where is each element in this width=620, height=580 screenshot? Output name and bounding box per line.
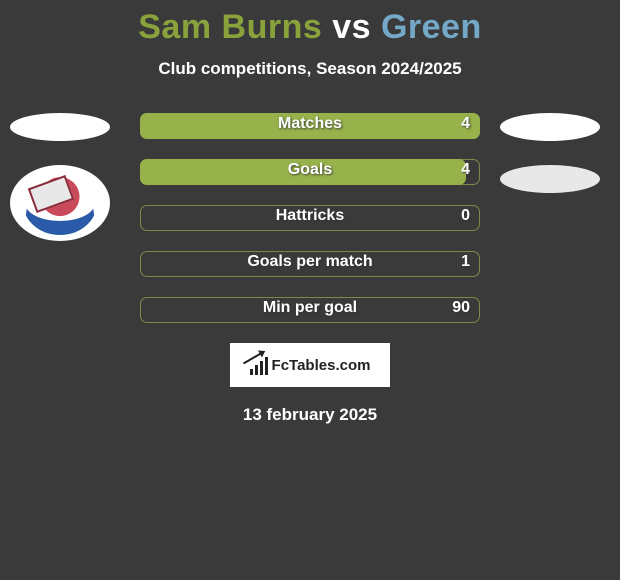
bar-value: 0 — [461, 207, 470, 225]
brand-box[interactable]: FcTables.com — [230, 343, 390, 387]
bar-value: 4 — [461, 161, 470, 179]
stat-row: Matches 4 — [140, 113, 480, 139]
player-right-placeholder-oval — [500, 113, 600, 141]
bar-chart-arrow-icon — [250, 355, 268, 375]
left-badge-column — [10, 113, 110, 241]
bar-value: 1 — [461, 253, 470, 271]
title-player-left: Sam Burns — [138, 8, 332, 46]
brand-text: FcTables.com — [272, 357, 371, 374]
stat-row: Min per goal 90 — [140, 297, 480, 323]
date-label: 13 february 2025 — [0, 405, 620, 425]
subtitle: Club competitions, Season 2024/2025 — [0, 59, 620, 79]
page-title: Sam Burns vs Green — [0, 0, 620, 47]
stat-row: Hattricks 0 — [140, 205, 480, 231]
bar-value: 4 — [461, 115, 470, 133]
stat-row: Goals 4 — [140, 159, 480, 185]
bar-value: 90 — [452, 299, 470, 317]
bar-label: Goals per match — [140, 253, 480, 271]
stat-row: Goals per match 1 — [140, 251, 480, 277]
bar-label: Goals — [140, 161, 480, 179]
player-left-placeholder-oval — [10, 113, 110, 141]
stat-bars: Matches 4 Goals 4 Hattricks 0 Goals per … — [140, 113, 480, 323]
bar-label: Matches — [140, 115, 480, 133]
stats-area: Matches 4 Goals 4 Hattricks 0 Goals per … — [0, 113, 620, 425]
bar-label: Min per goal — [140, 299, 480, 317]
scunthorpe-united-badge-icon — [23, 171, 97, 235]
right-badge-column — [500, 113, 600, 193]
bar-label: Hattricks — [140, 207, 480, 225]
title-vs: vs — [332, 8, 381, 46]
club-badge-right-placeholder — [500, 165, 600, 193]
title-player-right: Green — [381, 8, 482, 46]
club-badge-left — [10, 165, 110, 241]
